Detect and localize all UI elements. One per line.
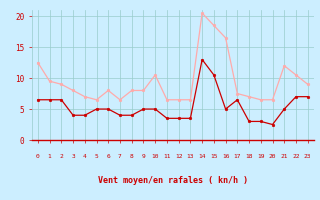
X-axis label: Vent moyen/en rafales ( kn/h ): Vent moyen/en rafales ( kn/h ) — [98, 176, 248, 185]
